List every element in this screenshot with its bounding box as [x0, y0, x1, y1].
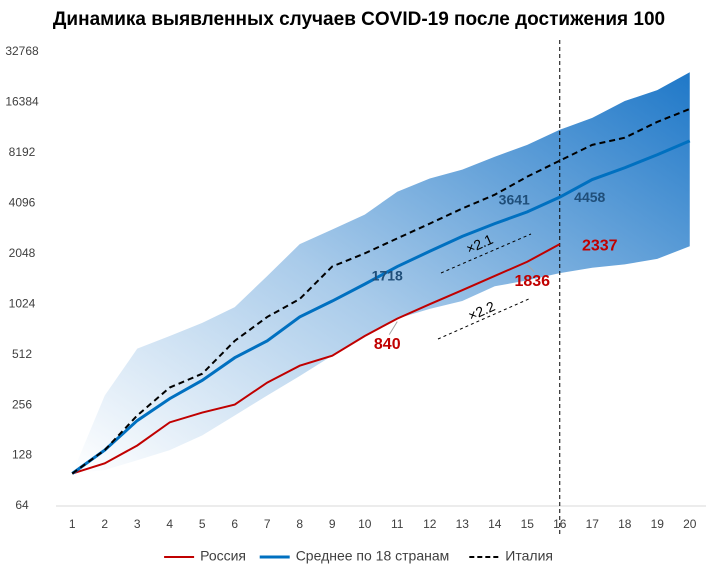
x-tick-label: 4: [166, 517, 173, 531]
data-label: 1836: [514, 273, 550, 290]
x-tick-label: 13: [456, 517, 470, 531]
x-tick-label: 19: [651, 517, 665, 531]
y-tick-label: 32768: [5, 44, 39, 58]
x-tick-label: 10: [358, 517, 372, 531]
x-tick-label: 15: [521, 517, 535, 531]
range-band: [72, 72, 690, 474]
x-tick-label: 18: [618, 517, 632, 531]
legend-label: Италия: [505, 548, 553, 564]
x-tick-label: 11: [391, 517, 404, 531]
y-tick-label: 4096: [9, 196, 36, 210]
y-tick-label: 512: [12, 347, 32, 361]
series-line: [71, 139, 691, 475]
y-tick-label: 64: [15, 498, 29, 512]
x-tick-label: 6: [231, 517, 238, 531]
leader-line: [388, 321, 398, 335]
chart-title: Динамика выявленных случаев COVID-19 пос…: [53, 9, 665, 30]
series-line: [71, 243, 561, 475]
x-tick-label: 7: [264, 517, 271, 531]
y-tick-label: 8192: [9, 145, 36, 159]
annotation-line: [440, 233, 532, 274]
leader-line: [526, 264, 535, 273]
x-tick-label: 1: [69, 517, 76, 531]
y-tick-label: 16384: [5, 95, 39, 109]
data-label: 4458: [574, 189, 605, 205]
annotation-line: [437, 297, 532, 340]
x-tick-label: 2: [101, 517, 108, 531]
annotation: ×2.2: [466, 298, 498, 324]
data-label: 840: [374, 336, 401, 353]
y-tick-label: 128: [12, 448, 32, 462]
y-tick-label: 1024: [9, 296, 36, 310]
x-tick-label: 5: [199, 517, 206, 531]
legend-label: Россия: [200, 548, 246, 564]
x-tick-label: 20: [683, 517, 697, 531]
x-tick-label: 17: [586, 517, 600, 531]
x-tick-label: 3: [134, 517, 141, 531]
y-tick-label: 256: [12, 397, 32, 411]
data-label: 3641: [499, 192, 530, 208]
legend-label: Среднее по 18 странам: [296, 548, 450, 564]
x-tick-label: 12: [423, 517, 437, 531]
x-tick-label: 8: [296, 517, 303, 531]
data-label: 2337: [582, 237, 618, 254]
data-label: 1718: [372, 267, 403, 283]
x-tick-label: 14: [488, 517, 502, 531]
x-tick-label: 9: [329, 517, 336, 531]
y-tick-label: 2048: [9, 246, 36, 260]
